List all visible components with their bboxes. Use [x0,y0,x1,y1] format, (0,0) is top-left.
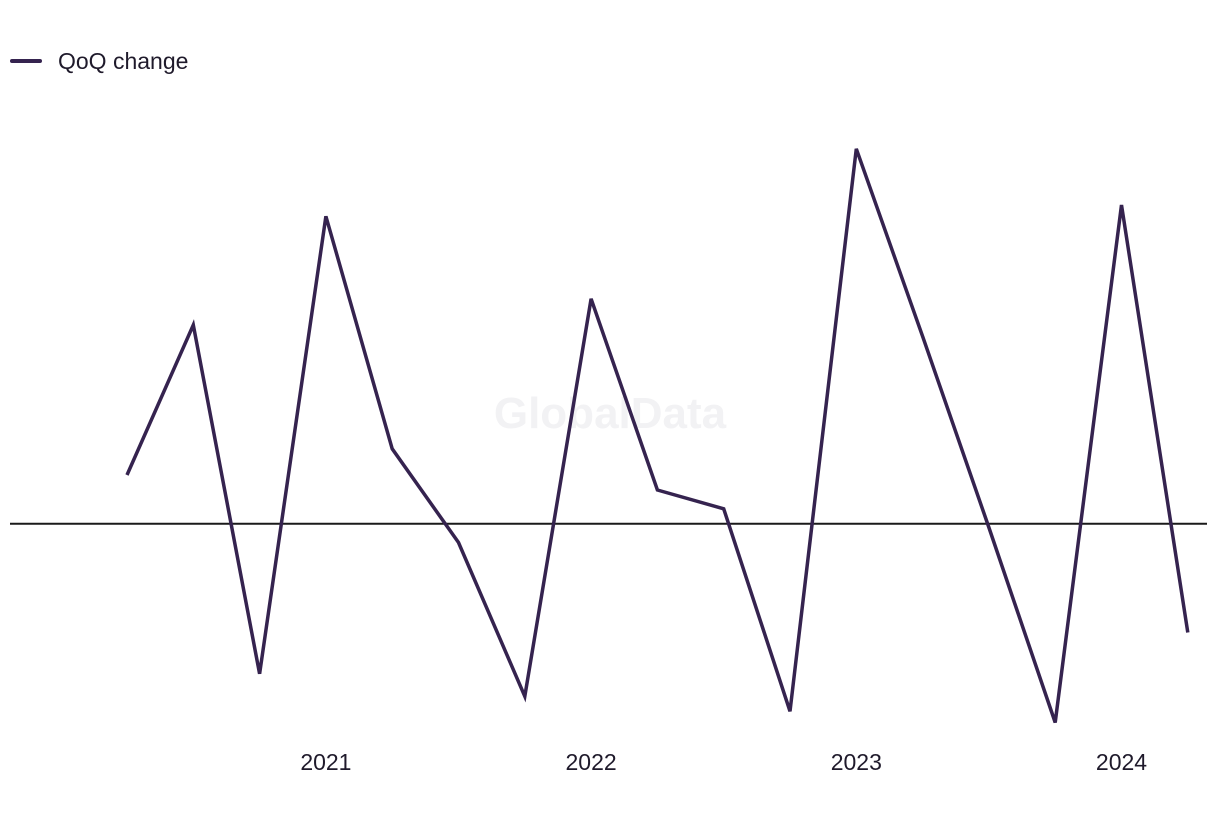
x-tick-label: 2022 [566,749,617,775]
legend-label: QoQ change [58,47,189,74]
series-layer [125,148,1190,724]
watermark: GlobalData [494,389,727,438]
legend-swatch [10,59,42,63]
x-axis-ticks: 2021 2022 2023 2024 [300,749,1147,775]
legend: QoQ change [10,46,188,76]
x-tick-label: 2024 [1096,749,1147,775]
x-tick-label: 2023 [831,749,882,775]
x-tick-label: 2021 [300,749,351,775]
series-line-qoq-change [125,148,1190,724]
